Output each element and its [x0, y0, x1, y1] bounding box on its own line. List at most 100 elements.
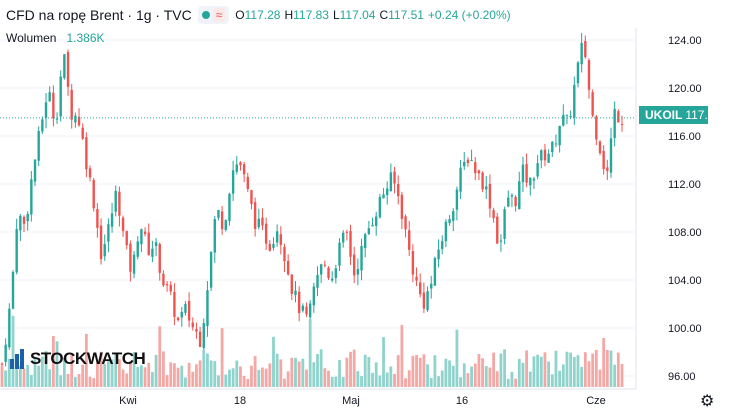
candle-body — [510, 195, 514, 197]
candle-body — [437, 249, 440, 260]
volume-bar — [143, 367, 147, 387]
volume-bar — [363, 354, 367, 387]
volume-bar — [576, 355, 580, 387]
volume-bar — [4, 370, 8, 387]
symbol-title[interactable]: CFD na ropę Brent · 1g · TVC — [6, 7, 192, 23]
volume-bar — [228, 369, 231, 387]
volume-bar — [40, 356, 44, 387]
volume-bar — [305, 369, 308, 387]
candle-body — [496, 216, 499, 244]
volume-bar — [95, 363, 99, 387]
candle-body — [595, 116, 598, 140]
candle-body — [375, 216, 378, 226]
candle-body — [88, 168, 92, 178]
volume-bar — [140, 365, 143, 387]
volume-bar — [81, 364, 85, 387]
candle-body — [356, 269, 360, 275]
candle-body — [206, 290, 209, 327]
candle-body — [591, 92, 594, 116]
volume-bar — [7, 358, 11, 387]
candle-body — [228, 193, 231, 222]
candle-body — [81, 127, 84, 139]
candle-body — [125, 231, 128, 246]
volume-bar — [26, 364, 30, 387]
candle-body — [470, 160, 473, 162]
candle-body — [433, 258, 437, 286]
candle-body — [239, 162, 242, 166]
volume-bar — [613, 364, 617, 387]
candle-body — [503, 209, 506, 239]
volume-bar — [312, 362, 316, 387]
candle-body — [485, 186, 488, 190]
volume-bar — [591, 353, 595, 387]
candle-body — [213, 219, 216, 253]
candle-body — [360, 245, 363, 271]
candle-body — [198, 331, 202, 347]
candle-body — [540, 150, 543, 161]
volume-bar — [147, 362, 151, 387]
volume-bar — [481, 358, 484, 387]
candle-body — [286, 260, 290, 275]
volume-bar — [367, 357, 371, 387]
volume-bar — [583, 352, 587, 387]
candle-body — [305, 306, 308, 315]
gear-icon[interactable]: ⚙ — [700, 393, 715, 410]
volume-bar — [459, 377, 462, 387]
volume-bar — [521, 362, 525, 387]
volume-bar — [217, 375, 220, 387]
ohlc-values: O117.28 H117.83 L117.04 C117.51 +0.24 (+… — [235, 8, 510, 22]
volume-bar — [15, 366, 19, 387]
volume-bar — [565, 351, 569, 387]
volume-bar — [558, 370, 562, 387]
volume-bar — [360, 376, 363, 387]
volume-bar — [169, 362, 173, 387]
volume-bar — [598, 369, 602, 387]
candle-body — [70, 89, 73, 120]
y-tick-label: 100.00 — [668, 323, 702, 335]
candle-body — [378, 196, 382, 218]
volume-bar — [165, 375, 169, 387]
candle-body — [613, 108, 616, 139]
volume-bar — [341, 377, 345, 387]
status-pill[interactable]: ≈ — [197, 6, 230, 24]
volume-bar — [426, 364, 429, 387]
candle-body — [191, 322, 194, 328]
candle-body — [217, 209, 220, 218]
volume-legend[interactable]: Wolumen 1.386K — [6, 31, 105, 45]
volume-label: Wolumen — [6, 31, 57, 45]
volume-bar — [242, 375, 246, 387]
candle-body — [562, 114, 565, 126]
candle-body — [99, 225, 103, 260]
volume-bar — [213, 361, 217, 387]
y-tick-label: 120.00 — [668, 83, 702, 95]
open-value: 117.28 — [244, 8, 281, 22]
candle-body — [250, 190, 253, 204]
volume-bar — [202, 350, 206, 387]
volume-bar — [448, 360, 451, 387]
candle-body — [488, 183, 492, 209]
volume-bar — [297, 361, 301, 387]
candle-body — [290, 274, 294, 294]
volume-bar — [352, 349, 356, 387]
volume-bar — [235, 360, 239, 387]
candle-body — [499, 240, 503, 242]
candle-body — [44, 102, 48, 118]
volume-bar — [539, 356, 543, 387]
candle-body — [444, 221, 448, 242]
stockwatch-logo: STOCKWATCH — [10, 349, 146, 369]
volume-bar — [429, 377, 433, 387]
volume-bar — [55, 341, 59, 387]
candle-body — [521, 164, 525, 183]
volume-value: 1.386K — [66, 31, 105, 45]
volume-bar — [455, 329, 459, 387]
volume-bar — [209, 360, 213, 387]
candle-body — [96, 208, 99, 228]
candle-body — [121, 217, 125, 232]
volume-bar — [514, 378, 518, 387]
candle-body — [312, 286, 316, 306]
volume-bar — [132, 352, 136, 387]
volume-bar — [154, 354, 158, 387]
candle-body — [319, 264, 323, 275]
volume-bar — [59, 375, 63, 387]
